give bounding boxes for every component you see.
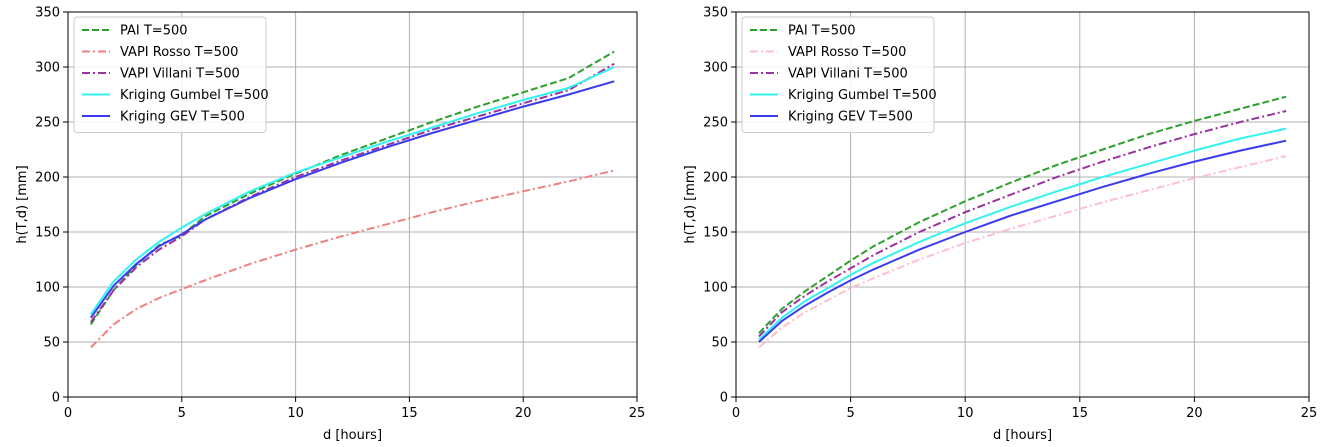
y-tick-label: 0	[52, 391, 60, 406]
y-axis-label: h(T,d) [mm]	[15, 165, 30, 243]
x-tick-label: 5	[846, 406, 854, 421]
y-tick-label: 150	[703, 226, 728, 241]
legend-label: PAI T=500	[788, 24, 856, 39]
y-tick-label: 150	[35, 226, 60, 241]
x-tick-label: 20	[515, 406, 532, 421]
legend-label: VAPI Villani T=500	[120, 67, 240, 82]
legend-box	[73, 16, 267, 133]
y-tick-label: 250	[35, 116, 60, 131]
y-tick-label: 0	[720, 391, 728, 406]
x-tick-label: 0	[64, 406, 72, 421]
plot-frame	[67, 11, 638, 398]
y-tick-label: 100	[703, 281, 728, 296]
series-line	[758, 155, 1287, 349]
y-tick-label: 50	[43, 336, 60, 351]
legend-label: Kriging Gumbel T=500	[788, 88, 937, 103]
x-tick-label: 10	[957, 406, 974, 421]
x-tick-label: 25	[629, 406, 646, 421]
y-axis-label: h(T,d) [mm]	[683, 165, 698, 243]
x-tick-label: 15	[1072, 406, 1089, 421]
x-tick-label: 10	[287, 406, 304, 421]
series-line	[89, 80, 615, 319]
y-tick-label: 250	[703, 116, 728, 131]
legend-label: Kriging GEV T=500	[120, 110, 245, 125]
y-tick-label: 350	[35, 6, 60, 21]
x-tick-label: 20	[1186, 406, 1203, 421]
y-tick-label: 100	[35, 281, 60, 296]
series-line	[758, 127, 1287, 341]
y-tick-label: 50	[711, 336, 728, 351]
x-tick-label: 5	[178, 406, 186, 421]
series-line	[90, 169, 615, 349]
legend-label: VAPI Rosso T=500	[788, 45, 906, 60]
y-tick-label: 300	[703, 61, 728, 76]
x-axis-label: d [hours]	[993, 428, 1052, 443]
legend-label: VAPI Rosso T=500	[120, 45, 238, 60]
plot-frame	[735, 11, 1310, 398]
x-tick-label: 25	[1301, 406, 1318, 421]
y-tick-label: 350	[703, 6, 728, 21]
y-tick-label: 200	[703, 171, 728, 186]
x-tick-label: 15	[401, 406, 418, 421]
y-tick-label: 300	[35, 61, 60, 76]
y-tick-label: 200	[35, 171, 60, 186]
legend-label: VAPI Villani T=500	[788, 67, 908, 82]
x-tick-label: 0	[732, 406, 740, 421]
series-line	[89, 62, 615, 323]
legend-box	[741, 16, 935, 133]
series-line	[758, 139, 1287, 343]
series-line	[758, 110, 1287, 338]
legend-label: PAI T=500	[120, 24, 188, 39]
legend-label: Kriging Gumbel T=500	[120, 88, 269, 103]
x-axis-label: d [hours]	[323, 428, 382, 443]
series-line	[758, 95, 1287, 334]
series-line	[89, 66, 615, 316]
legend-label: Kriging GEV T=500	[788, 110, 913, 125]
